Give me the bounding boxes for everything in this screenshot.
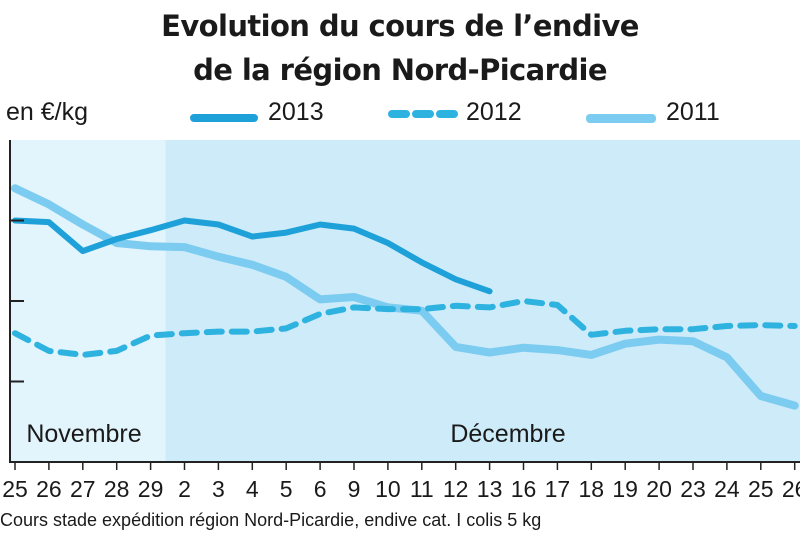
x-tick-label: 25 bbox=[2, 476, 28, 502]
x-tick-label: 9 bbox=[348, 476, 361, 502]
x-tick-label: 24 bbox=[714, 476, 740, 502]
x-tick-label: 28 bbox=[104, 476, 130, 502]
footnote: Cours stade expédition région Nord-Picar… bbox=[0, 510, 542, 530]
x-tick-label: 19 bbox=[612, 476, 638, 502]
legend-label-2011: 2011 bbox=[666, 98, 720, 126]
x-tick-label: 10 bbox=[375, 476, 401, 502]
x-tick-label: 6 bbox=[314, 476, 327, 502]
month-label-novembre: Novembre bbox=[26, 420, 141, 448]
x-tick-label: 5 bbox=[280, 476, 293, 502]
month-band-decembre bbox=[165, 140, 800, 462]
chart-title-line-1: Evolution du cours de l’endive bbox=[161, 9, 639, 43]
series-line-2013 bbox=[12, 217, 493, 295]
x-tick-label: 17 bbox=[545, 476, 571, 502]
month-label-decembre: Décembre bbox=[450, 420, 565, 448]
x-tick-label: 4 bbox=[246, 476, 259, 502]
x-tick-label: 26 bbox=[782, 476, 800, 502]
x-tick-label: 11 bbox=[410, 476, 434, 502]
legend: 2013 2012 2011 bbox=[0, 98, 800, 132]
x-tick-label: 29 bbox=[138, 476, 164, 502]
x-tick-label: 2 bbox=[178, 476, 191, 502]
x-tick-label: 13 bbox=[477, 476, 503, 502]
legend-label-2012: 2012 bbox=[466, 98, 522, 126]
legend-label-2013: 2013 bbox=[268, 98, 324, 126]
legend-swatch-2011 bbox=[586, 114, 656, 123]
series-line-2012 bbox=[12, 298, 798, 358]
x-tick-label: 25 bbox=[748, 476, 774, 502]
x-tick-label: 27 bbox=[70, 476, 96, 502]
x-tick-label: 23 bbox=[680, 476, 706, 502]
y-axis-label: en €/kg bbox=[6, 98, 89, 126]
x-tick-label: 18 bbox=[579, 476, 605, 502]
x-tick-label: 12 bbox=[443, 476, 469, 502]
month-band-novembre bbox=[10, 140, 166, 462]
x-tick-label: 20 bbox=[646, 476, 672, 502]
x-tick-label: 26 bbox=[36, 476, 62, 502]
chart-title-line-2: de la région Nord-Picardie bbox=[193, 53, 607, 87]
legend-swatch-2013 bbox=[190, 114, 258, 122]
chart-title: Evolution du cours de l’endive de la rég… bbox=[0, 4, 800, 92]
x-tick-label: 3 bbox=[212, 476, 225, 502]
x-tick-label: 16 bbox=[511, 476, 537, 502]
